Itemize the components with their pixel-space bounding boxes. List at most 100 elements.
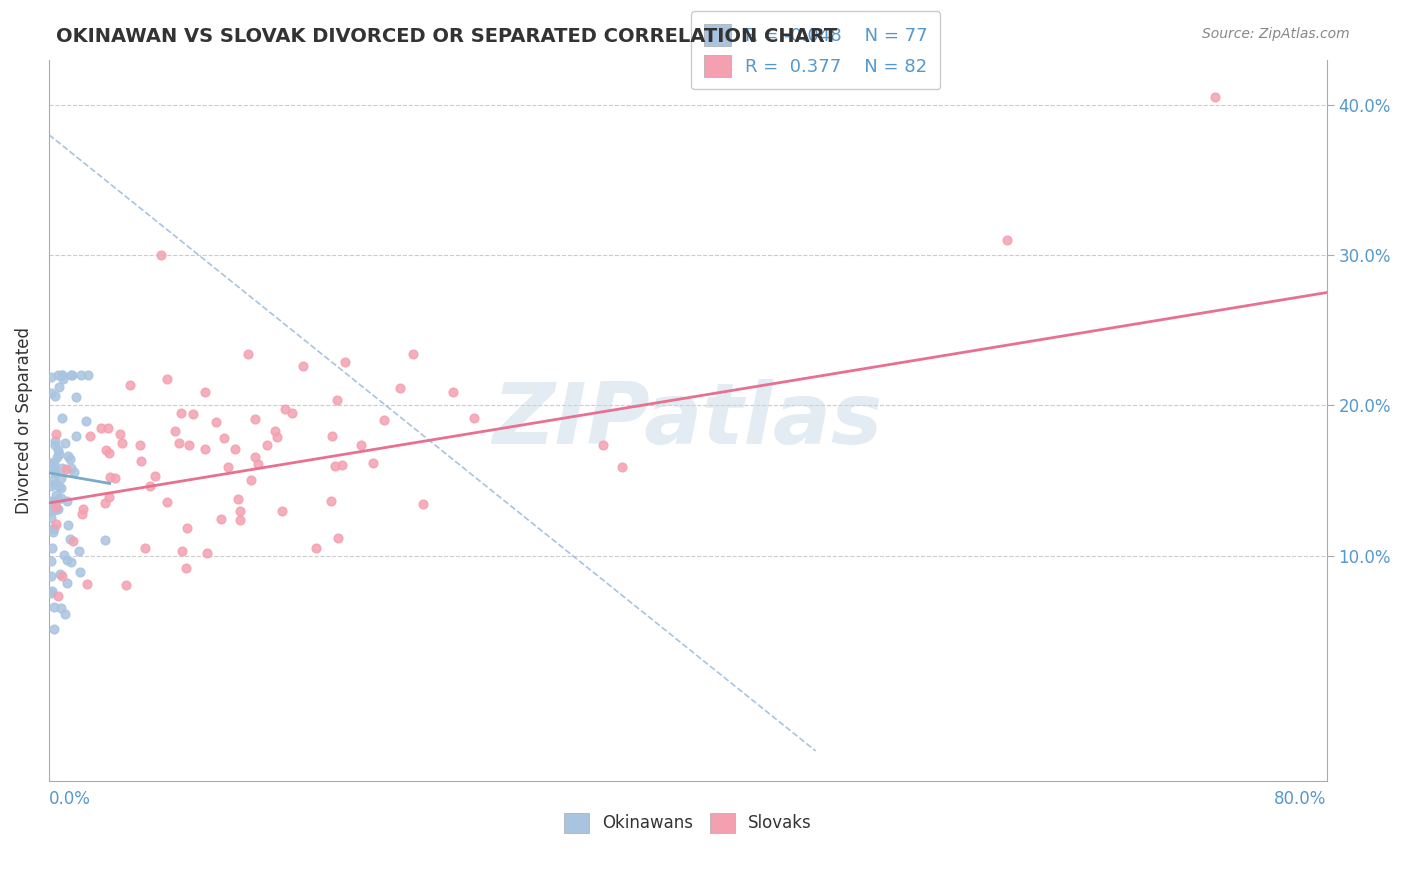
Text: ZIPatlas: ZIPatlas [492,379,883,462]
Point [239,473,262,487]
Point [42,522,65,536]
Point [72,501,94,516]
Point [229,513,252,527]
Point [592,438,614,452]
Point [266,430,288,444]
Point [39,495,62,509]
Point [42,599,65,614]
Point [174,561,197,575]
Point [49,481,72,495]
Point [56,494,79,508]
Point [373,413,395,427]
Point [39,510,62,524]
Point [48,589,70,603]
Point [77,368,100,383]
Point [59,532,82,546]
Point [55,576,77,591]
Text: 0.0%: 0.0% [49,790,91,808]
Point [177,438,200,452]
Point [156,371,179,385]
Point [41,458,63,472]
Point [110,426,132,441]
Point [51,601,73,615]
Point [217,460,239,475]
Y-axis label: Divorced or Separated: Divorced or Separated [15,326,32,514]
Point [263,424,285,438]
Point [56,518,79,533]
Point [323,458,346,473]
Point [48,502,70,516]
Point [224,442,246,456]
Point [90,421,112,435]
Point [326,393,349,408]
Point [41,524,63,539]
Point [39,461,62,475]
Point [44,438,66,452]
Point [53,607,76,621]
Point [41,458,63,472]
Point [226,492,249,507]
Point [388,381,411,395]
Point [44,466,66,480]
Point [59,460,82,475]
Point [49,471,72,485]
Point [44,389,66,403]
Point [292,359,315,373]
Point [48,380,70,394]
Text: OKINAWAN VS SLOVAK DIVORCED OR SEPARATED CORRELATION CHART: OKINAWAN VS SLOVAK DIVORCED OR SEPARATED… [56,27,838,45]
Point [62,465,84,479]
Point [65,429,87,443]
Point [305,541,328,555]
Point [45,426,67,441]
Point [45,502,67,516]
Point [60,368,83,383]
Point [212,431,235,445]
Point [53,436,76,450]
Point [42,455,65,469]
Point [238,347,260,361]
Point [247,457,270,471]
Point [118,377,141,392]
Point [176,521,198,535]
Point [76,577,98,591]
Point [167,436,190,450]
Point [172,544,194,558]
Point [209,512,232,526]
Point [441,384,464,399]
Point [97,420,120,434]
Point [60,368,83,383]
Point [41,541,63,555]
Point [39,456,62,470]
Point [56,449,79,463]
Point [194,384,217,399]
Point [350,438,373,452]
Point [42,462,65,476]
Point [51,569,73,583]
Point [143,468,166,483]
Point [45,488,67,502]
Point [229,504,252,518]
Point [49,566,72,581]
Point [52,548,75,562]
Point [170,406,193,420]
Point [163,425,186,439]
Point [48,447,70,461]
Point [42,473,65,487]
Point [44,458,66,473]
Point [41,583,63,598]
Point [149,248,172,262]
Point [245,412,267,426]
Point [52,371,75,385]
Point [70,368,93,383]
Point [39,554,62,568]
Point [330,458,353,472]
Point [39,493,62,508]
Point [70,508,93,522]
Point [46,442,69,457]
Point [98,470,121,484]
Point [46,491,69,506]
Point [45,516,67,531]
Point [42,503,65,517]
Point [59,451,82,466]
Text: 80.0%: 80.0% [1274,790,1327,808]
